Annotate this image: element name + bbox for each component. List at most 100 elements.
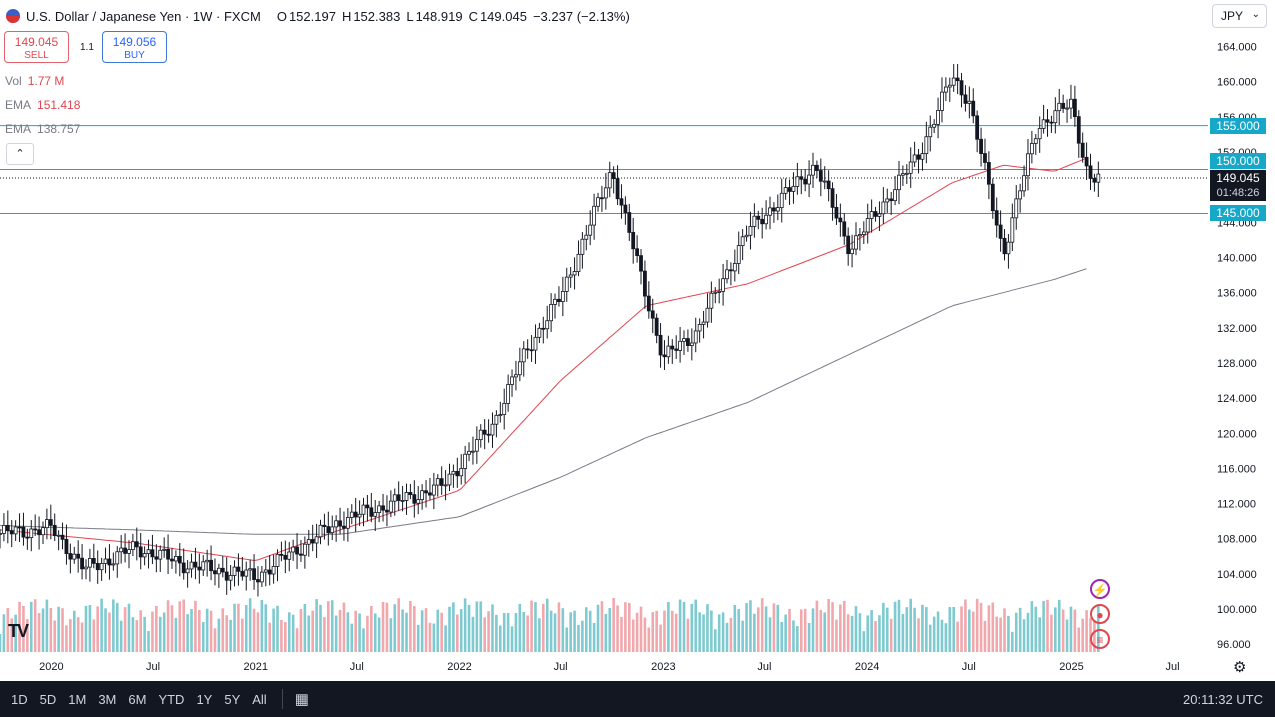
timeframe-6m[interactable]: 6M — [128, 691, 147, 707]
candle — [932, 119, 937, 134]
candle — [170, 548, 174, 569]
ema-fast-indicator[interactable]: EMA 151.418 — [5, 98, 80, 112]
candle — [815, 160, 819, 179]
symbol-title[interactable]: U.S. Dollar / Japanese Yen · 1W · FXCM — [26, 8, 261, 24]
candle — [908, 147, 913, 188]
level-lines — [0, 125, 1208, 215]
volume-bar — [143, 616, 146, 652]
candle — [25, 528, 30, 550]
candle — [0, 529, 2, 549]
candle — [873, 206, 878, 222]
volume-bar — [663, 610, 666, 652]
volume-bar — [717, 614, 721, 652]
candle-body — [713, 291, 718, 294]
candle — [1002, 229, 1007, 261]
volume-bar — [409, 601, 412, 652]
current-price-label[interactable]: 149.045 01:48:26 — [1210, 170, 1266, 201]
candle — [259, 566, 264, 587]
timeframe-3m[interactable]: 3M — [98, 691, 117, 707]
volume-bar — [373, 613, 377, 652]
volume-bar — [131, 617, 135, 652]
volume-bar — [725, 622, 729, 652]
volume-bar — [471, 616, 475, 652]
candle-body — [955, 77, 960, 82]
candle-body — [588, 224, 593, 236]
timeframe-ytd[interactable]: YTD — [158, 691, 185, 707]
timeframe-5y[interactable]: 5Y — [224, 691, 241, 707]
candle-body — [443, 484, 448, 487]
timeframe-1d[interactable]: 1D — [11, 691, 28, 707]
timeframe-1y[interactable]: 1Y — [196, 691, 213, 707]
volume-bar — [84, 605, 88, 652]
candle-body — [756, 215, 761, 220]
volume-bar — [518, 603, 522, 652]
candle — [631, 218, 636, 264]
candle — [56, 530, 61, 551]
tradingview-logo[interactable]: TV — [8, 621, 29, 641]
candle-body — [213, 570, 217, 575]
candle — [115, 546, 120, 578]
volume-bar — [631, 619, 635, 652]
candle-body — [549, 304, 554, 322]
ema-slow-indicator[interactable]: EMA 138.757 — [5, 122, 80, 136]
candle — [510, 369, 514, 397]
candle-body — [822, 180, 827, 183]
candle — [744, 225, 749, 242]
volume-bar — [807, 622, 811, 652]
price-tick-label: 160.000 — [1217, 77, 1257, 89]
timeframe-1m[interactable]: 1M — [68, 691, 87, 707]
buy-price: 149.056 — [112, 35, 157, 49]
time-tick-label: Jul — [757, 661, 771, 673]
volume-bar — [18, 601, 21, 652]
timeframe-all[interactable]: All — [252, 691, 267, 707]
volume-bar — [456, 614, 459, 652]
volume-bar — [440, 612, 443, 652]
candle-body — [627, 212, 632, 233]
volume-indicator[interactable]: Vol 1.77 M — [5, 74, 64, 88]
candle-body — [189, 561, 194, 570]
volume-bar — [612, 598, 615, 652]
volume-bar — [917, 618, 920, 652]
candle-body — [506, 384, 511, 404]
us-flag-event-icon[interactable]: ≡ — [1090, 629, 1110, 649]
level-150-label[interactable]: 150.000 — [1210, 153, 1266, 169]
candle-body — [138, 546, 143, 558]
candle — [971, 88, 976, 124]
candle — [123, 533, 127, 563]
candle-body — [596, 197, 600, 207]
volume-bar — [1073, 609, 1077, 652]
level-145-label[interactable]: 145.000 — [1210, 205, 1266, 221]
calendar-range-icon[interactable]: ▦ — [294, 691, 309, 708]
candle — [600, 185, 604, 212]
currency-select[interactable]: JPY ⌄ — [1212, 4, 1267, 28]
collapse-indicators-button[interactable]: ⌃ — [6, 143, 34, 165]
candle — [275, 549, 280, 582]
candle — [365, 494, 370, 522]
settings-gear-icon[interactable]: ⚙ — [1233, 659, 1247, 676]
utc-clock[interactable]: 20:11:32 UTC — [1183, 691, 1263, 707]
volume-bar — [280, 619, 283, 652]
candle-body — [76, 553, 81, 559]
lightning-icon[interactable]: ⚡ — [1090, 579, 1110, 599]
candle-body — [838, 217, 843, 223]
sell-button[interactable]: 149.045 SELL — [4, 31, 69, 63]
time-axis[interactable]: 2020 Jul 2021 Jul 2022 Jul 2023 Jul 2024 Jul 2025 J… — [39, 661, 1179, 673]
candle — [173, 550, 178, 574]
candle — [603, 172, 608, 210]
price-chart[interactable]: 164.000160.000156.000152.000148.000144.0… — [0, 0, 1275, 681]
event-dot-icon[interactable]: ● — [1090, 604, 1110, 624]
volume-bar — [948, 607, 952, 652]
candle — [1014, 185, 1019, 230]
timeframe-5d[interactable]: 5D — [39, 691, 57, 707]
price-tick-label: 112.000 — [1217, 499, 1256, 511]
candle — [662, 340, 667, 370]
candle — [564, 267, 569, 302]
volume-bar — [710, 610, 713, 652]
candle — [248, 559, 253, 581]
candle — [1053, 97, 1058, 134]
level-155-label[interactable]: 155.000 — [1210, 118, 1266, 134]
volume-bar — [198, 610, 201, 652]
close-key: C — [468, 8, 478, 24]
buy-button[interactable]: 149.056 BUY — [102, 31, 167, 63]
candle-body — [295, 546, 299, 555]
